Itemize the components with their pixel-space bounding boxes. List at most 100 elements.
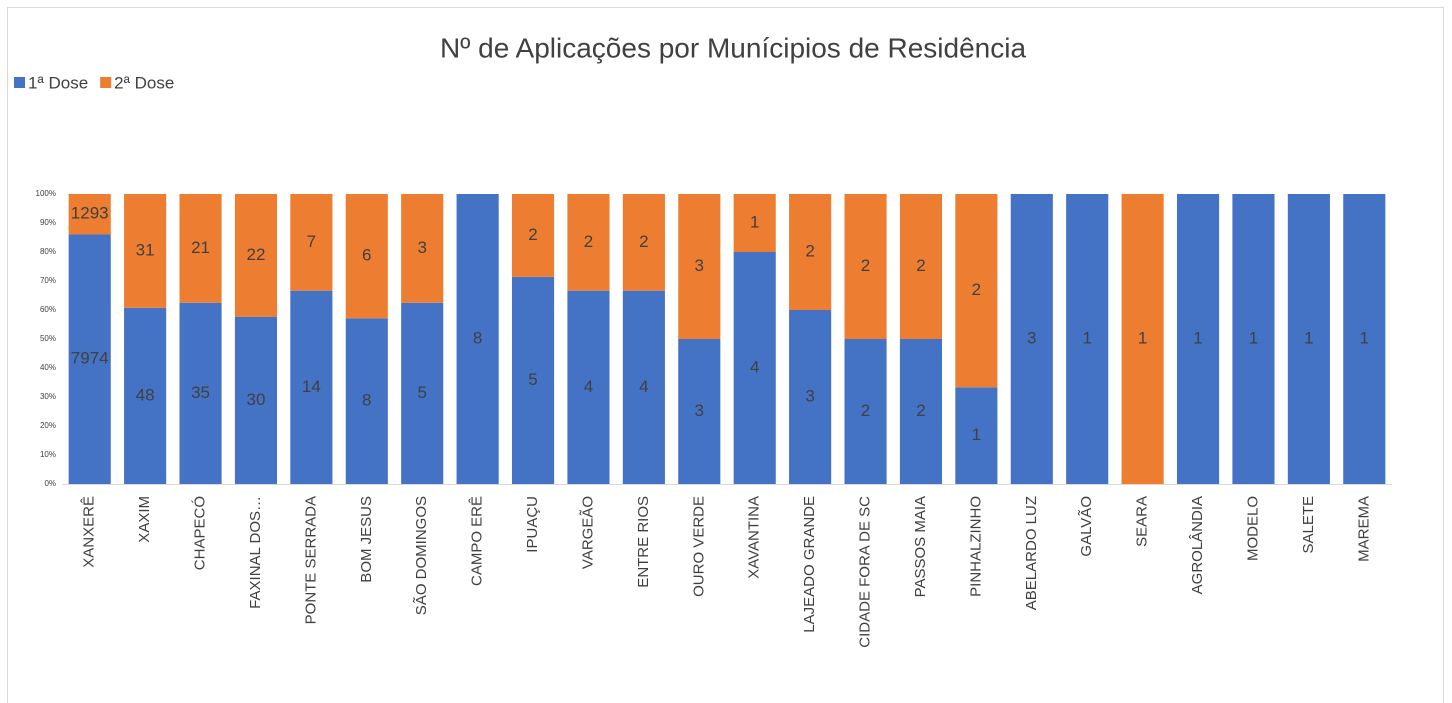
data-label: 1 (1193, 328, 1202, 347)
data-label: 30 (246, 390, 265, 409)
data-label: 7 (307, 232, 316, 251)
y-tick-label: 50% (40, 334, 56, 343)
data-label: 1 (1138, 328, 1147, 347)
y-tick-label: 10% (40, 450, 56, 459)
bar-segment (234, 194, 278, 317)
bar-segment (1121, 194, 1164, 484)
y-tick-label: 70% (40, 276, 56, 285)
data-label: 3 (695, 401, 704, 420)
y-tick-label: 0% (44, 479, 56, 488)
data-label: 2 (861, 256, 870, 275)
data-label: 2 (805, 241, 814, 260)
x-tick-label: MAREMA (1355, 496, 1372, 562)
data-label: 1 (750, 212, 759, 231)
data-label: 3 (695, 256, 704, 275)
bar-segment (844, 339, 887, 484)
data-label: 35 (191, 383, 210, 402)
data-label: 3 (805, 386, 814, 405)
bar-segment (456, 194, 499, 484)
x-tick-label: XAXIM (136, 496, 153, 543)
x-tick-label: PINHALZINHO (967, 496, 984, 597)
data-label: 8 (473, 328, 482, 347)
bar-segment (955, 387, 998, 484)
data-label: 2 (584, 232, 593, 251)
data-label: 2 (528, 225, 537, 244)
x-tick-label: VARGEÃO (579, 496, 596, 569)
data-label: 14 (302, 377, 321, 396)
bar-segment (622, 290, 665, 484)
data-label: 4 (584, 377, 593, 396)
bar-segment (511, 194, 555, 277)
bar-segment (1287, 194, 1330, 484)
bar-segment (68, 234, 111, 484)
x-tick-label: XANXERÊ (81, 496, 98, 568)
x-tick-label: SEARA (1134, 496, 1151, 547)
bar-segment (179, 302, 222, 484)
y-tick-label: 60% (40, 305, 56, 314)
legend-label: 2ª Dose (114, 73, 174, 92)
y-tick-label: 40% (40, 363, 56, 372)
bar-segment (401, 302, 444, 484)
data-label: 2 (916, 256, 925, 275)
bar-segment (124, 307, 167, 484)
bar-segment (844, 194, 887, 339)
x-tick-label: GALVÃO (1078, 496, 1095, 557)
data-label: 2 (639, 232, 648, 251)
x-tick-label: MODELO (1244, 496, 1261, 561)
x-tick-label: FAXINAL DOS… (247, 496, 264, 609)
data-label: 3 (1027, 328, 1036, 347)
bar-segment (290, 194, 333, 291)
bar-segment (567, 290, 610, 484)
bar-segment (567, 194, 610, 291)
x-tick-label: SALETE (1300, 496, 1317, 554)
x-tick-label: ENTRE RIOS (635, 496, 652, 588)
chart-title: Nº de Aplicações por Munícipios de Resid… (440, 32, 1027, 63)
data-label: 22 (246, 245, 265, 264)
x-tick-label: ABELARDO LUZ (1023, 496, 1040, 610)
legend-label: 1ª Dose (28, 73, 88, 92)
x-tick-label: BOM JESUS (358, 496, 375, 583)
x-tick-label: CIDADE FORA DE SC (857, 496, 874, 648)
bar-segment (733, 252, 776, 484)
x-tick-label: CAMPO ERÊ (469, 496, 486, 586)
data-label: 1 (1082, 328, 1091, 347)
data-label: 1 (972, 425, 981, 444)
data-label: 5 (417, 383, 426, 402)
data-label: 1 (1249, 328, 1258, 347)
bar-segment (1066, 194, 1109, 484)
y-tick-label: 100% (36, 189, 56, 198)
bar-segment (789, 310, 832, 484)
data-label: 5 (528, 370, 537, 389)
bar-segment (401, 194, 444, 303)
data-label: 2 (916, 401, 925, 420)
data-label: 48 (136, 385, 155, 404)
data-label: 6 (362, 246, 371, 265)
bar-segment (678, 194, 721, 339)
data-label: 1 (1360, 328, 1369, 347)
data-label: 31 (136, 240, 155, 259)
bar-segment (345, 318, 388, 484)
bar-segment (234, 316, 278, 484)
bar-segment (345, 194, 388, 319)
bar-segment (511, 276, 555, 484)
data-label: 2 (861, 401, 870, 420)
bar-segment (1343, 194, 1386, 484)
bar-segment (124, 194, 167, 308)
bar-segment (789, 194, 832, 310)
data-label: 4 (639, 377, 648, 396)
data-label: 21 (191, 238, 210, 257)
bar-segment (899, 339, 943, 484)
data-label: 2 (972, 280, 981, 299)
legend-swatch (100, 77, 112, 88)
x-tick-label: AGROLÂNDIA (1189, 496, 1206, 594)
y-tick-label: 80% (40, 247, 56, 256)
bar-segment (622, 194, 665, 291)
bar-segment (1232, 194, 1275, 484)
data-label: 3 (417, 238, 426, 257)
x-tick-label: IPUAÇU (524, 496, 541, 553)
data-label: 1 (1304, 328, 1313, 347)
data-label: 1293 (71, 204, 109, 223)
chart-border (7, 7, 1444, 703)
x-tick-label: CHAPECÓ (192, 496, 209, 570)
